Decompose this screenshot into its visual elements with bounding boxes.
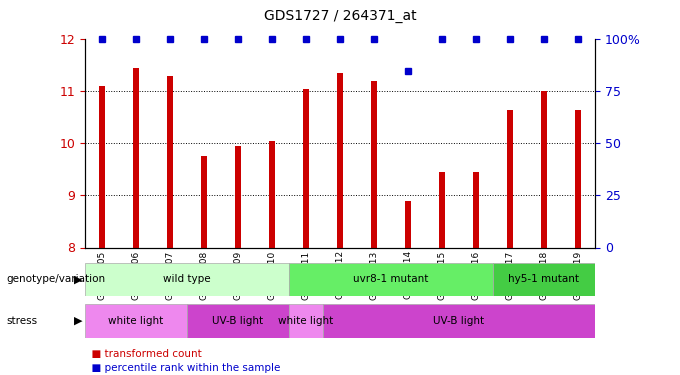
Bar [405, 201, 411, 248]
Text: white light: white light [278, 316, 334, 326]
Text: ■ percentile rank within the sample: ■ percentile rank within the sample [85, 363, 280, 373]
Bar [289, 304, 323, 338]
Text: uvr8-1 mutant: uvr8-1 mutant [354, 274, 428, 284]
Bar [85, 262, 289, 296]
Bar [269, 141, 275, 248]
Text: stress: stress [7, 316, 38, 326]
Bar [99, 86, 105, 248]
Text: genotype/variation: genotype/variation [7, 274, 106, 284]
Bar [303, 89, 309, 248]
Bar [371, 81, 377, 248]
Text: hy5-1 mutant: hy5-1 mutant [509, 274, 579, 284]
Text: ▶: ▶ [74, 274, 82, 284]
Bar [235, 146, 241, 248]
Text: white light: white light [108, 316, 164, 326]
Bar [85, 304, 187, 338]
Bar [541, 92, 547, 248]
Text: wild type: wild type [163, 274, 211, 284]
Bar [493, 262, 595, 296]
Bar [337, 73, 343, 248]
Text: UV-B light: UV-B light [433, 316, 485, 326]
Bar [323, 304, 595, 338]
Bar [473, 172, 479, 248]
Text: UV-B light: UV-B light [212, 316, 264, 326]
Bar [167, 76, 173, 248]
Bar [507, 110, 513, 248]
Bar [439, 172, 445, 248]
Bar [575, 110, 581, 248]
Text: ■ transformed count: ■ transformed count [85, 350, 202, 359]
Bar [201, 156, 207, 248]
Bar [187, 304, 289, 338]
Bar [133, 68, 139, 248]
Text: GDS1727 / 264371_at: GDS1727 / 264371_at [264, 9, 416, 23]
Bar [289, 262, 493, 296]
Text: ▶: ▶ [74, 316, 82, 326]
